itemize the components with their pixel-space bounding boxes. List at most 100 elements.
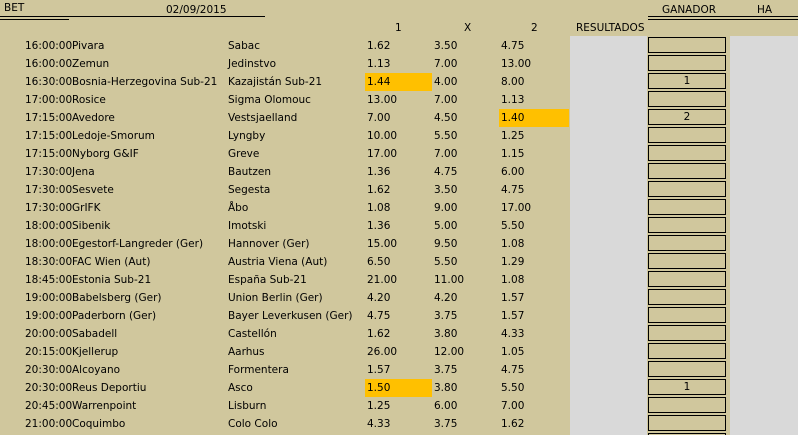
kickoff-time-cell[interactable]: 16:30:00 (25, 76, 73, 88)
away-team-cell[interactable]: Sabac (228, 40, 260, 52)
odds-2-cell[interactable]: 1.57 (501, 292, 525, 304)
ganador-cell[interactable] (648, 127, 726, 143)
home-team-cell[interactable]: Bosnia-Herzegovina Sub-21 (72, 76, 218, 88)
odds-x-cell[interactable]: 11.00 (434, 274, 465, 286)
away-team-cell[interactable]: Segesta (228, 184, 271, 196)
odds-x-cell[interactable]: 7.00 (434, 148, 458, 160)
home-team-cell[interactable]: Zemun (72, 58, 110, 70)
away-team-cell[interactable]: Kazajistán Sub-21 (228, 76, 323, 88)
kickoff-time-cell[interactable]: 17:15:00 (25, 130, 73, 142)
ganador-cell[interactable]: 1 (648, 379, 726, 395)
home-team-cell[interactable]: Alcoyano (72, 364, 121, 376)
away-team-cell[interactable]: Bayer Leverkusen (Ger) (228, 310, 353, 322)
ganador-cell[interactable] (648, 91, 726, 107)
away-team-cell[interactable]: Aarhus (228, 346, 265, 358)
kickoff-time-cell[interactable]: 18:00:00 (25, 238, 73, 250)
kickoff-time-cell[interactable]: 17:30:00 (25, 202, 73, 214)
ganador-cell[interactable] (648, 37, 726, 53)
ganador-cell[interactable] (648, 253, 726, 269)
away-team-cell[interactable]: Imotski (228, 220, 267, 232)
ganador-cell[interactable] (648, 361, 726, 377)
home-team-cell[interactable]: Paderborn (Ger) (72, 310, 157, 322)
away-team-cell[interactable]: Åbo (228, 202, 249, 214)
kickoff-time-cell[interactable]: 19:00:00 (25, 310, 73, 322)
odds-2-cell[interactable]: 4.75 (501, 364, 525, 376)
odds-x-cell[interactable]: 4.50 (434, 112, 458, 124)
ganador-cell[interactable] (648, 343, 726, 359)
kickoff-time-cell[interactable]: 17:30:00 (25, 166, 73, 178)
ganador-cell[interactable] (648, 271, 726, 287)
home-team-cell[interactable]: FAC Wien (Aut) (72, 256, 151, 268)
odds-2-cell[interactable]: 13.00 (501, 58, 532, 70)
away-team-cell[interactable]: Vestsjaelland (228, 112, 298, 124)
odds-x-cell[interactable]: 3.75 (434, 418, 458, 430)
odds-2-cell[interactable]: 6.00 (501, 166, 525, 178)
home-team-cell[interactable]: Sibenik (72, 220, 111, 232)
kickoff-time-cell[interactable]: 18:00:00 (25, 220, 73, 232)
away-team-cell[interactable]: Asco (228, 382, 253, 394)
home-team-cell[interactable]: Avedore (72, 112, 115, 124)
odds-2-cell[interactable]: 5.50 (501, 382, 525, 394)
kickoff-time-cell[interactable]: 20:00:00 (25, 328, 73, 340)
away-team-cell[interactable]: Hannover (Ger) (228, 238, 310, 250)
kickoff-time-cell[interactable]: 18:30:00 (25, 256, 73, 268)
odds-2-cell[interactable]: 1.40 (499, 109, 569, 127)
odds-1-cell[interactable]: 26.00 (367, 346, 398, 358)
odds-1-cell[interactable]: 4.75 (367, 310, 391, 322)
odds-x-cell[interactable]: 4.20 (434, 292, 458, 304)
odds-1-cell[interactable]: 17.00 (367, 148, 398, 160)
odds-1-cell[interactable]: 1.44 (365, 73, 432, 91)
ganador-cell[interactable] (648, 415, 726, 431)
odds-1-cell[interactable]: 1.50 (365, 379, 432, 397)
kickoff-time-cell[interactable]: 20:45:00 (25, 400, 73, 412)
odds-2-cell[interactable]: 1.13 (501, 94, 525, 106)
odds-2-cell[interactable]: 1.05 (501, 346, 525, 358)
ganador-cell[interactable] (648, 433, 726, 435)
home-team-cell[interactable]: Jena (72, 166, 95, 178)
kickoff-time-cell[interactable]: 20:15:00 (25, 346, 73, 358)
kickoff-time-cell[interactable]: 17:15:00 (25, 112, 73, 124)
home-team-cell[interactable]: Pivara (72, 40, 105, 52)
odds-1-cell[interactable]: 4.33 (367, 418, 391, 430)
odds-2-cell[interactable]: 4.75 (501, 40, 525, 52)
home-team-cell[interactable]: Nyborg G&IF (72, 148, 139, 160)
odds-1-cell[interactable]: 1.36 (367, 166, 391, 178)
ganador-cell[interactable] (648, 163, 726, 179)
odds-2-cell[interactable]: 1.08 (501, 238, 525, 250)
away-team-cell[interactable]: España Sub-21 (228, 274, 307, 286)
odds-1-cell[interactable]: 1.25 (367, 400, 391, 412)
odds-x-cell[interactable]: 5.00 (434, 220, 458, 232)
odds-1-cell[interactable]: 1.62 (367, 40, 391, 52)
home-team-cell[interactable]: Estonia Sub-21 (72, 274, 152, 286)
odds-1-cell[interactable]: 1.62 (367, 184, 391, 196)
odds-x-cell[interactable]: 4.00 (434, 76, 458, 88)
odds-x-cell[interactable]: 3.50 (434, 40, 458, 52)
ganador-cell[interactable] (648, 289, 726, 305)
ganador-cell[interactable] (648, 235, 726, 251)
odds-2-cell[interactable]: 4.33 (501, 328, 525, 340)
odds-1-cell[interactable]: 21.00 (367, 274, 398, 286)
ganador-cell[interactable] (648, 307, 726, 323)
odds-x-cell[interactable]: 12.00 (434, 346, 465, 358)
home-team-cell[interactable]: GrIFK (72, 202, 101, 214)
away-team-cell[interactable]: Jedinstvo (228, 58, 277, 70)
odds-2-cell[interactable]: 1.08 (501, 274, 525, 286)
home-team-cell[interactable]: Egestorf-Langreder (Ger) (72, 238, 204, 250)
odds-2-cell[interactable]: 1.62 (501, 418, 525, 430)
away-team-cell[interactable]: Sigma Olomouc (228, 94, 311, 106)
odds-x-cell[interactable]: 9.50 (434, 238, 458, 250)
ganador-cell[interactable] (648, 325, 726, 341)
home-team-cell[interactable]: Kjellerup (72, 346, 119, 358)
away-team-cell[interactable]: Greve (228, 148, 260, 160)
odds-x-cell[interactable]: 5.50 (434, 130, 458, 142)
kickoff-time-cell[interactable]: 20:30:00 (25, 364, 73, 376)
odds-x-cell[interactable]: 9.00 (434, 202, 458, 214)
kickoff-time-cell[interactable]: 16:00:00 (25, 40, 73, 52)
kickoff-time-cell[interactable]: 17:00:00 (25, 94, 73, 106)
home-team-cell[interactable]: Sabadell (72, 328, 118, 340)
away-team-cell[interactable]: Lisburn (228, 400, 267, 412)
odds-x-cell[interactable]: 5.50 (434, 256, 458, 268)
ganador-cell[interactable] (648, 199, 726, 215)
odds-1-cell[interactable]: 1.57 (367, 364, 391, 376)
odds-x-cell[interactable]: 3.50 (434, 184, 458, 196)
